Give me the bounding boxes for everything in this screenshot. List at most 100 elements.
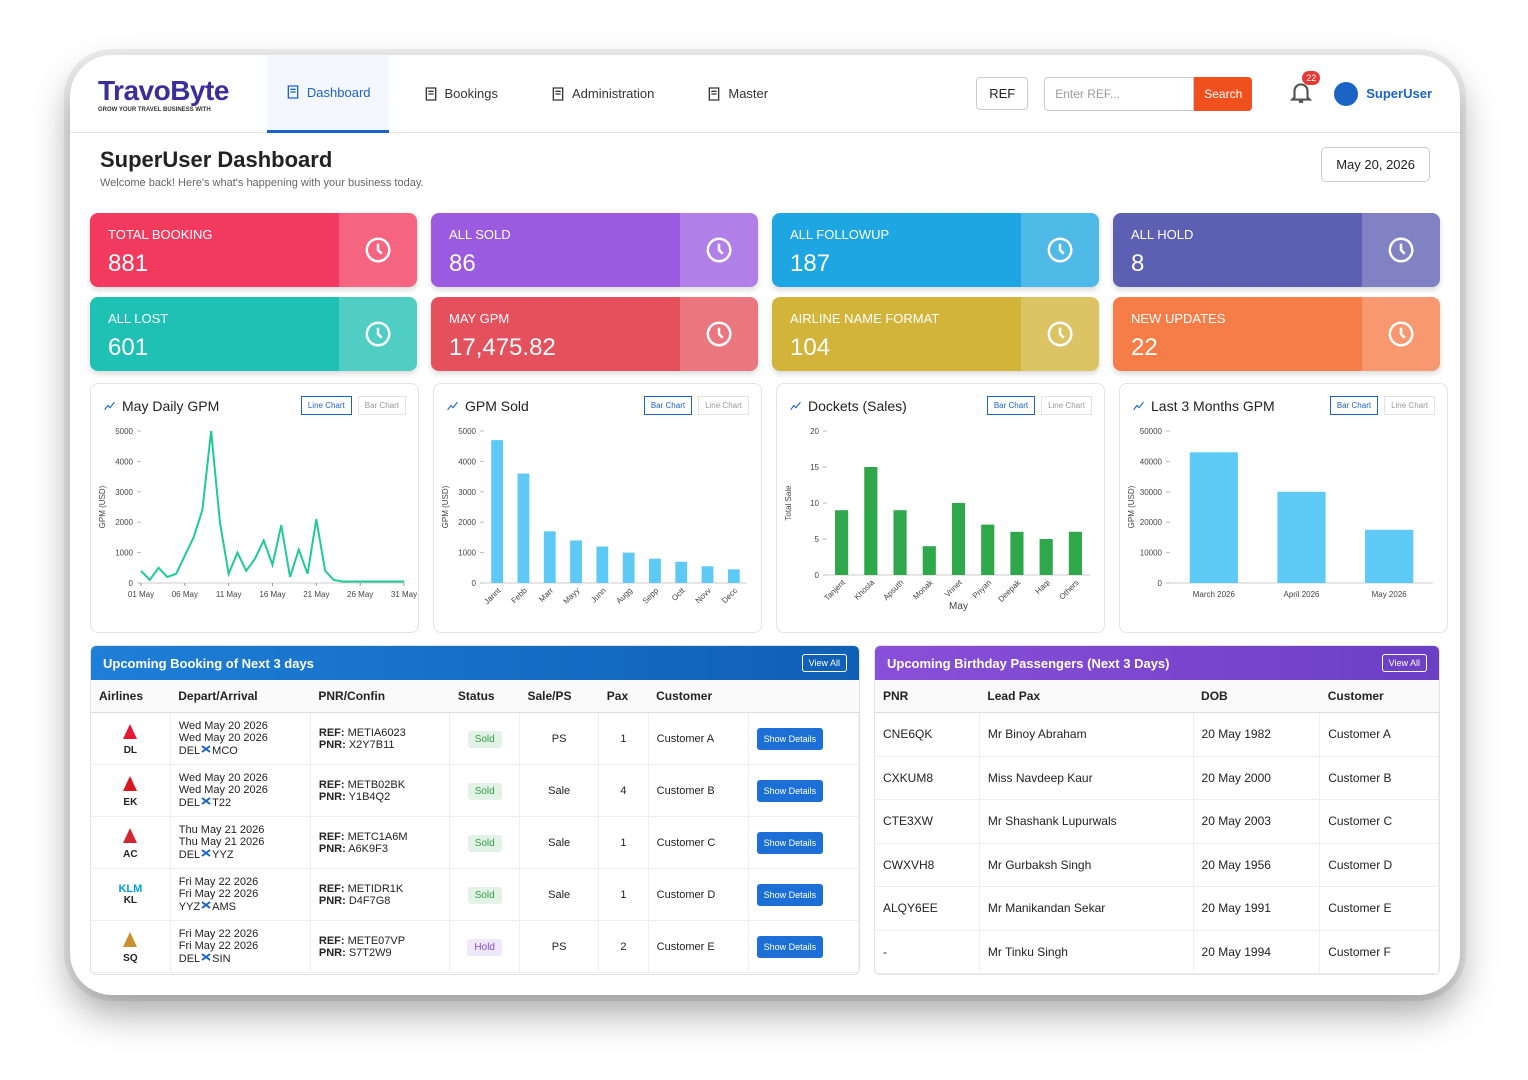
customer: Customer E: [648, 920, 749, 973]
stat-card[interactable]: ALL SOLD 86: [431, 213, 758, 287]
show-details[interactable]: Show Details: [756, 831, 824, 854]
y-tick-label: 50000: [1140, 427, 1163, 436]
depart-arrival: Wed May 20 2026 Wed May 20 2026 DEL T22: [170, 764, 311, 817]
pnr-line: PNR: D4F7G8: [319, 895, 442, 907]
stat-glyph-shape: [365, 237, 391, 263]
chart-toggle[interactable]: Line Chart: [1384, 396, 1435, 415]
chart-title: Last 3 Months GPM: [1151, 397, 1275, 414]
show-details[interactable]: Show Details: [756, 935, 824, 958]
bar: [1039, 539, 1053, 575]
chart-toggle[interactable]: Line Chart: [300, 396, 352, 415]
stat-card[interactable]: AIRLINE NAME FORMAT 104: [772, 297, 1099, 371]
x-tick-label: 31 May: [391, 590, 417, 599]
ref: METC1A6M: [347, 830, 408, 843]
chart-toggle[interactable]: Bar Chart: [643, 396, 693, 415]
bar: [491, 440, 504, 583]
chart-toggle[interactable]: Bar Chart: [1329, 396, 1379, 415]
stat-card[interactable]: NEW UPDATES 22: [1113, 297, 1440, 371]
nav-label: Bookings: [444, 86, 498, 101]
stat-card[interactable]: TOTAL BOOKING 881: [90, 213, 417, 287]
table-title: Upcoming Birthday Passengers (Next 3 Day…: [887, 655, 1170, 671]
column-header: [748, 680, 859, 713]
chart-toggle[interactable]: Line Chart: [698, 396, 749, 415]
depart-arrival: Fri May 22 2026 Fri May 22 2026 DEL SIN: [170, 920, 311, 973]
stat-card[interactable]: ALL HOLD 8: [1113, 213, 1440, 287]
status-badge: Hold: [467, 938, 502, 956]
chart-title: Dockets (Sales): [808, 397, 907, 414]
y-tick-label: 1000: [115, 549, 133, 558]
chart-toggle[interactable]: Bar Chart: [986, 396, 1036, 415]
bar: [517, 473, 530, 583]
ref-select[interactable]: REF: [976, 77, 1029, 110]
stat-glyph-shape: [365, 321, 391, 347]
logo: TravoByte GROW YOUR TRAVEL BUSINESS WITH: [98, 75, 229, 113]
plane: [201, 797, 211, 805]
pnr-line: PNR: A6K9F3: [319, 843, 442, 855]
column-header: Lead Pax: [979, 680, 1194, 713]
nav-item[interactable]: Dashboard: [266, 55, 389, 133]
chart-icon: [1133, 401, 1144, 411]
pnr-line: PNR: S7T2W9: [319, 947, 442, 959]
date-picker[interactable]: May 20, 2026: [1321, 147, 1430, 182]
chart-head: Dockets (Sales) Bar Chart Line Chart: [777, 384, 1104, 415]
nav-item[interactable]: Master: [688, 55, 786, 133]
stat-value: 881: [108, 250, 149, 277]
nav-icon-shape: [709, 86, 720, 101]
airline-cell: SQ: [91, 920, 171, 973]
route: YYZ AMS: [179, 900, 302, 913]
view-all[interactable]: View All: [1381, 654, 1427, 672]
chart-toggle[interactable]: Line Chart: [1041, 396, 1092, 415]
pnr-label: PNR:: [318, 842, 346, 855]
notifications[interactable]: 22: [1288, 70, 1321, 109]
status-badge: Sold: [467, 782, 502, 800]
customer: Customer A: [648, 712, 749, 765]
x-tick-label: Marr: [537, 586, 555, 604]
pnr: S7T2W9: [348, 946, 392, 959]
user-menu[interactable]: SuperUser: [1334, 81, 1432, 106]
x-tick-label: Haqi: [1034, 578, 1052, 596]
show-details[interactable]: Show Details: [756, 883, 824, 906]
customer: Customer C: [648, 816, 749, 869]
logo-shape: [123, 827, 138, 843]
chart-icon: [104, 401, 115, 411]
stat-cards: TOTAL BOOKING 881 ALL SOLD 86 ALL FOLLOWUP 18…: [70, 213, 1460, 371]
y-axis-label: GPM (USD): [98, 485, 107, 528]
nav-icon-shape: [425, 86, 436, 101]
pnr-cell: REF: METIA6023 PNR: X2Y7B11: [310, 712, 451, 765]
stat-value: 104: [790, 334, 831, 361]
y-tick-label: 2000: [458, 518, 476, 527]
cell: Mr Manikandan Sekar: [979, 886, 1194, 931]
chart-panel: May Daily GPM Line Chart Bar Chart 0 1000 200…: [90, 383, 419, 633]
notification-badge: 22: [1302, 70, 1321, 85]
airline-code: KL: [123, 895, 138, 906]
chart-icon: [790, 401, 801, 411]
x-tick-label: 26 May: [347, 590, 373, 599]
stat-card[interactable]: ALL LOST 601: [90, 297, 417, 371]
bar: [543, 531, 556, 583]
nav-item[interactable]: Bookings: [405, 55, 516, 133]
nav-item[interactable]: Administration: [532, 55, 672, 133]
y-tick-label: 40000: [1140, 457, 1163, 466]
show-details[interactable]: Show Details: [756, 727, 824, 750]
stat-card[interactable]: MAY GPM 17,475.82: [431, 297, 758, 371]
stat-glyph-shape: [706, 321, 732, 347]
arrive-date: Fri May 22 2026: [178, 888, 259, 900]
airline-code: EK: [123, 796, 138, 808]
ref-input[interactable]: Enter REF...: [1044, 76, 1195, 111]
pnr-cell: REF: METB02BK PNR: Y1B4Q2: [310, 764, 451, 817]
booking-row: SQ Fri May 22 2026 Fri May 22 2026 DEL SIN RE…: [91, 920, 859, 973]
to: AMS: [212, 901, 237, 913]
nav-icon-shape: [287, 85, 299, 99]
stat-icon: [339, 297, 417, 371]
chart-toggle[interactable]: Bar Chart: [357, 396, 406, 415]
show-details[interactable]: Show Details: [756, 779, 824, 802]
search-button[interactable]: Search: [1194, 76, 1253, 111]
chart-icon-shape: [447, 401, 458, 411]
x-tick-label: May 2026: [1372, 590, 1408, 599]
arrive-date: Thu May 21 2026: [178, 836, 265, 848]
ref-line: REF: METB02BK: [319, 779, 442, 791]
stat-glyph-shape: [1388, 237, 1414, 263]
nav-icon: [709, 86, 720, 101]
stat-card[interactable]: ALL FOLLOWUP 187: [772, 213, 1099, 287]
view-all[interactable]: View All: [801, 654, 847, 672]
